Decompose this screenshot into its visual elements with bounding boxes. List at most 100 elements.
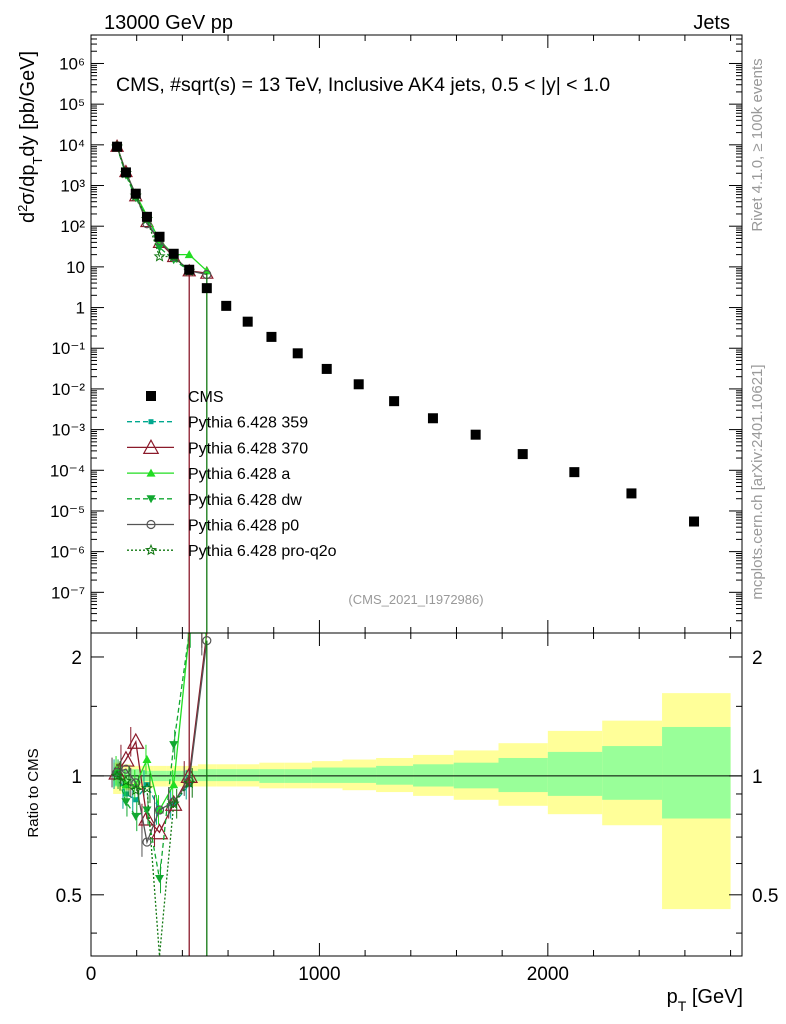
- ratio-point-pdw: [131, 812, 141, 821]
- cms-point: [626, 488, 637, 499]
- legend-label-ppro: Pythia 6.428 pro-q2o: [188, 543, 337, 560]
- uncertainty-band-inner: [498, 757, 548, 793]
- cms-point: [689, 516, 700, 527]
- legend-marker-p359: [148, 419, 154, 425]
- ratio-point-ppro: [129, 783, 142, 796]
- cms-point: [242, 316, 253, 327]
- y-tick-label: 10⁻⁶: [50, 543, 85, 562]
- ratio-point-ppro: [111, 769, 124, 781]
- ratio-point-pa: [169, 780, 179, 789]
- cms-point: [569, 467, 580, 478]
- legend: CMS Pythia 6.428 359 Pythia 6.428 370 Pythi…: [127, 389, 337, 560]
- ratio-y-tick-label: 0.5: [56, 886, 82, 907]
- series-point-ppro: [153, 250, 166, 262]
- ratio-point-p359: [133, 797, 139, 803]
- cms-point: [112, 141, 123, 152]
- cms-point: [321, 363, 332, 374]
- legend-marker-pdw: [146, 495, 156, 504]
- legend-marker-cms: [146, 391, 156, 401]
- legend-marker-pa: [146, 468, 156, 477]
- legend-label-pp0: Pythia 6.428 p0: [188, 518, 299, 535]
- uncertainty-band-inner: [216, 769, 237, 782]
- y-tick-label: 10⁴: [59, 136, 85, 155]
- header-left: 13000 GeV pp: [104, 12, 233, 34]
- ratio-point-pdw: [155, 874, 165, 883]
- y-tick-label: 10⁻¹: [51, 339, 85, 358]
- legend-marker-ppro: [144, 543, 158, 556]
- ratio-point-pdw: [142, 806, 152, 815]
- ratio-point-pp0: [154, 805, 165, 815]
- legend-label-cms: CMS: [188, 389, 224, 406]
- y-tick-label: 10⁻²: [51, 380, 85, 399]
- main-plot-panel: 10⁻⁷ 10⁻⁶ 10⁻⁵ 10⁻⁴ 10⁻³ 10⁻² 10⁻¹ 1 10 10² 10³ 10⁴…: [15, 34, 743, 634]
- x-tick-label: 1000: [298, 964, 340, 985]
- ratio-plot-frame: [90, 632, 743, 957]
- legend-label-p370: Pythia 6.428 370: [188, 440, 308, 457]
- x-tick-label: 0: [86, 964, 97, 985]
- cms-point: [389, 396, 400, 407]
- ratio-y-tick-label-right: 2: [752, 648, 763, 669]
- series-line-p370: [116, 146, 207, 274]
- rivet-label: Rivet 4.1.0, ≥ 100k events: [749, 58, 766, 231]
- cms-point: [120, 167, 131, 178]
- ratio-point-pa: [121, 780, 131, 789]
- series-line-pa: [116, 145, 208, 272]
- cms-point: [168, 248, 179, 259]
- y-tick-label: 10⁶: [59, 54, 85, 73]
- ratio-point-ppro: [140, 781, 153, 794]
- legend-label-pa: Pythia 6.428 a: [188, 466, 290, 483]
- uncertainty-band-inner: [602, 746, 663, 800]
- ratio-point-pdw: [112, 770, 122, 779]
- main-title: CMS, #sqrt(s) = 13 TeV, Inclusive AK4 je…: [116, 74, 610, 96]
- ratio-point-pa: [142, 755, 152, 764]
- ratio-point-p370: [150, 823, 169, 840]
- analysis-tag: (CMS_2021_I1972986): [348, 592, 483, 607]
- ratio-point-p359: [123, 791, 129, 797]
- cms-point: [292, 348, 303, 359]
- y-tick-label: 10⁻⁵: [50, 502, 85, 521]
- cms-point: [517, 449, 528, 460]
- y-tick-label: 10⁻⁷: [51, 583, 85, 602]
- cms-point: [154, 231, 165, 242]
- ratio-line-ppro: [116, 775, 190, 957]
- main-y-axis-label: d2σ/dpTdy [pb/GeV]: [15, 51, 45, 223]
- y-tick-label: 10³: [60, 177, 85, 196]
- header-right: Jets: [693, 12, 730, 34]
- cms-point: [266, 331, 277, 342]
- ratio-point-pdw: [169, 741, 179, 750]
- cms-point: [470, 429, 481, 440]
- uncertainty-band-inner: [662, 726, 731, 819]
- y-tick-label: 10⁻³: [51, 421, 85, 440]
- cms-point: [427, 413, 438, 424]
- cms-point: [184, 264, 195, 275]
- uncertainty-band-inner: [311, 767, 343, 783]
- ratio-point-ppro: [119, 774, 132, 787]
- uncertainty-band-inner: [236, 769, 260, 782]
- ratio-point-p370: [126, 732, 145, 749]
- legend-label-p359: Pythia 6.428 359: [188, 415, 308, 432]
- cms-point: [201, 283, 212, 294]
- ratio-point-p370: [117, 750, 135, 767]
- uncertainty-band-inner: [376, 765, 414, 785]
- x-tick-label: 2000: [527, 964, 569, 985]
- y-tick-label: 10⁵: [59, 95, 85, 114]
- x-axis-label: pT [GeV]: [667, 986, 743, 1014]
- ratio-point-pdw: [121, 798, 131, 807]
- y-tick-label: 10⁻⁴: [50, 461, 85, 480]
- series-point-pa: [184, 250, 194, 259]
- ratio-y-axis-label: Ratio to CMS: [25, 748, 42, 837]
- ratio-y-tick-label-right: 1: [752, 767, 763, 788]
- ratio-point-ppro: [167, 797, 180, 809]
- cms-point: [130, 188, 141, 199]
- ratio-point-pp0: [131, 778, 141, 788]
- ratio-point-pp0: [121, 764, 131, 774]
- y-tick-label: 10: [66, 258, 85, 277]
- legend-marker-pp0: [146, 519, 156, 530]
- legend-label-pdw: Pythia 6.428 dw: [188, 492, 302, 509]
- y-tick-label: 10²: [60, 217, 85, 236]
- ratio-y-tick-label-right: 0.5: [752, 886, 778, 907]
- series-point-pdw: [155, 243, 165, 252]
- legend-marker-p370: [142, 438, 160, 454]
- ratio-y-tick-label: 2: [71, 648, 82, 669]
